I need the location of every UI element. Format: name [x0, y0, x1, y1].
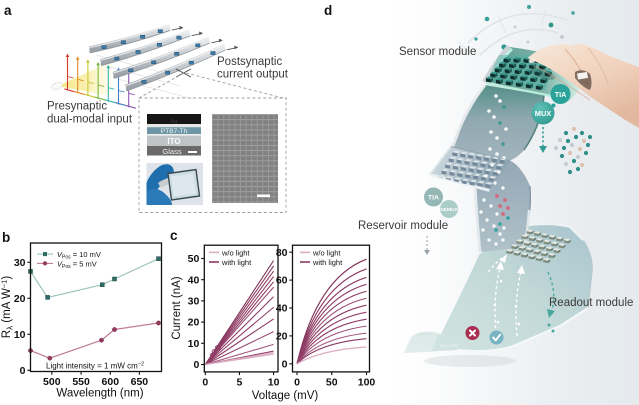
svg-text:c: c [170, 228, 178, 243]
svg-text:40: 40 [276, 303, 288, 315]
svg-text:0: 0 [282, 358, 288, 370]
svg-text:Readout module: Readout module [549, 297, 633, 309]
svg-text:VPos = 10 mV: VPos = 10 mV [57, 250, 101, 261]
svg-text:TIA: TIA [555, 90, 567, 99]
svg-text:Voltage (mV): Voltage (mV) [252, 390, 319, 402]
svg-text:oho Inu: oho Inu [440, 343, 459, 350]
svg-text:TIA: TIA [428, 195, 439, 202]
svg-text:10: 10 [268, 376, 280, 388]
svg-text:Rλ (mA W−1): Rλ (mA W−1) [0, 276, 15, 339]
svg-text:50: 50 [326, 376, 338, 388]
svg-text:Ag: Ag [171, 119, 178, 125]
svg-text:100: 100 [358, 376, 376, 388]
svg-text:with light: with light [312, 258, 343, 267]
svg-text:10: 10 [14, 329, 26, 341]
svg-text:w/o light: w/o light [221, 248, 250, 257]
svg-text:Reservoir module: Reservoir module [358, 220, 448, 232]
svg-text:Postsynaptic: Postsynaptic [217, 56, 282, 68]
svg-text:5: 5 [237, 376, 243, 388]
svg-text:500: 500 [43, 376, 61, 388]
svg-text:MUX: MUX [535, 109, 551, 118]
svg-text:20: 20 [14, 293, 26, 305]
svg-text:VPos = 5 mV: VPos = 5 mV [57, 259, 97, 270]
svg-text:40: 40 [188, 274, 200, 286]
svg-text:20: 20 [188, 317, 200, 329]
svg-text:0: 0 [294, 376, 300, 388]
svg-text:ITO: ITO [167, 137, 180, 146]
svg-text:0: 0 [202, 376, 208, 388]
svg-text:650: 650 [131, 376, 149, 388]
svg-text:dual-modal input: dual-modal input [47, 114, 133, 126]
svg-text:Light intensity = 1 mW cm−2: Light intensity = 1 mW cm−2 [46, 362, 144, 371]
svg-text:0: 0 [193, 359, 199, 371]
svg-text:10: 10 [188, 338, 200, 350]
svg-text:DEMUX: DEMUX [440, 207, 458, 213]
svg-text:50: 50 [188, 253, 200, 265]
svg-text:Glass: Glass [162, 147, 181, 156]
svg-text:600: 600 [102, 376, 120, 388]
svg-text:60: 60 [276, 275, 288, 287]
svg-text:0: 0 [20, 365, 26, 377]
svg-text:PTB7-Th: PTB7-Th [161, 128, 188, 135]
svg-text:Sensor module: Sensor module [399, 46, 476, 58]
svg-text:Presynaptic: Presynaptic [47, 101, 107, 113]
svg-text:30: 30 [188, 296, 200, 308]
svg-text:current output: current output [217, 69, 289, 81]
svg-text:a: a [4, 3, 12, 18]
svg-text:with light: with light [221, 258, 252, 267]
svg-text:b: b [2, 230, 10, 245]
svg-text:d: d [324, 3, 332, 18]
svg-text:80: 80 [276, 247, 288, 259]
svg-text:550: 550 [72, 376, 90, 388]
svg-text:w/o light: w/o light [312, 248, 341, 257]
svg-text:30: 30 [14, 257, 26, 269]
svg-text:Wavelength (nm): Wavelength (nm) [56, 388, 143, 400]
svg-text:20: 20 [276, 331, 288, 343]
svg-text:Current (nA): Current (nA) [171, 276, 183, 339]
